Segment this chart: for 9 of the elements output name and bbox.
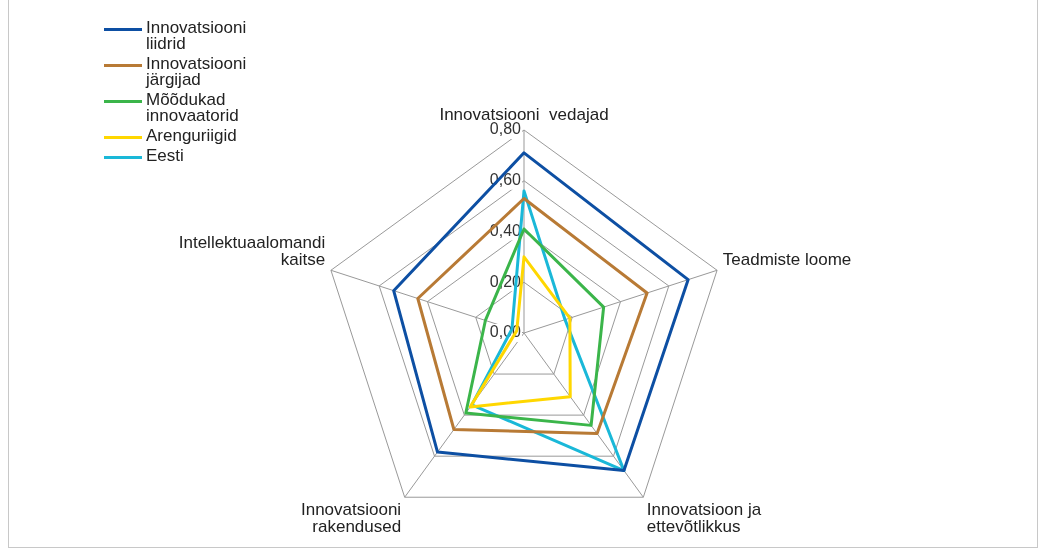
spoke-label: Innovatsioon ja ettevõtlikkus <box>646 500 762 537</box>
legend-label: Innovatsiooni järgijad <box>146 54 247 89</box>
legend-label: Arenguriigid <box>146 126 237 145</box>
legend-label: Innovatsiooni liidrid <box>146 18 247 53</box>
spoke-label: Teadmiste loome <box>722 249 852 269</box>
legend-label: Mõõdukad innovaatorid <box>146 90 239 125</box>
legend-label: Eesti <box>146 146 184 165</box>
spoke-label: Innovatsiooni rakendused <box>300 500 402 537</box>
spoke-label: Intellektuaalomandi kaitse <box>178 232 326 269</box>
